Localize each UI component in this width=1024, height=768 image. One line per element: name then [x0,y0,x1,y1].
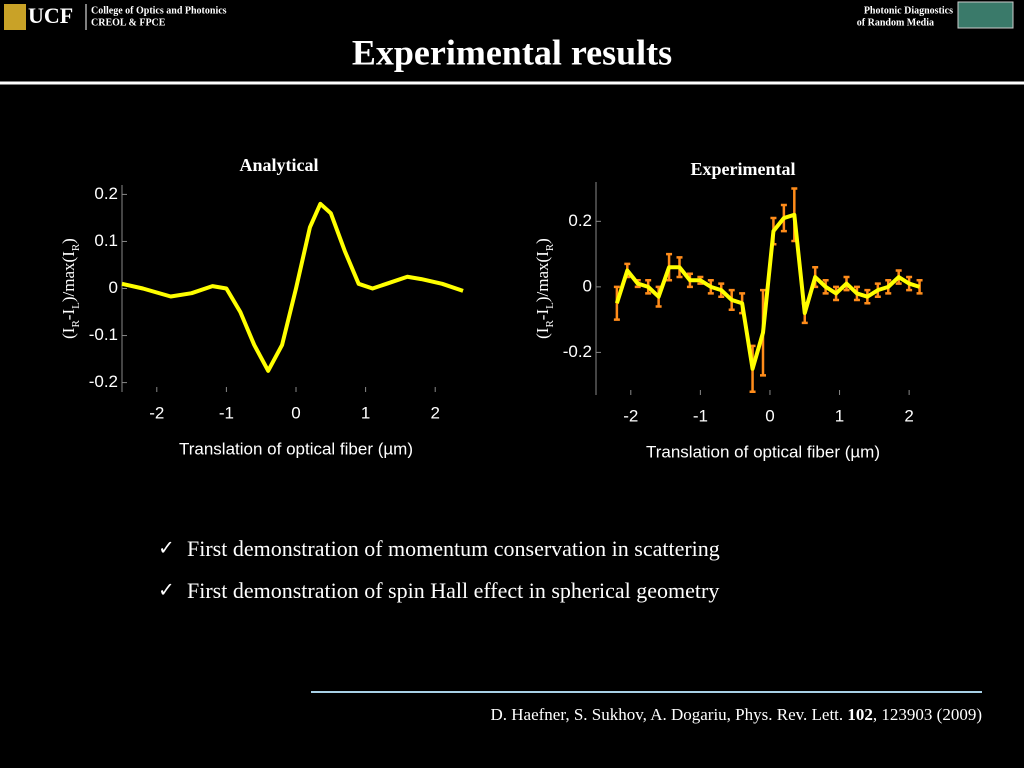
y-tick-label: 0.2 [94,184,118,203]
x-axis-label: Translation of optical fiber (µm) [646,442,880,461]
y-tick-label: 0 [583,276,592,295]
citation-volume: 102 [847,705,873,724]
citation-authors: D. Haefner, S. Sukhov, A. Dogariu, Phys.… [491,705,848,724]
y-label-part: )/max(I [533,251,552,302]
data-line [614,212,921,371]
error-bar [916,279,923,295]
slide-title: Experimental results [352,32,672,72]
y-tick-label: 0.1 [94,231,118,250]
y-tick-label: -0.1 [89,325,118,344]
data-line [121,201,464,373]
chart-title: Analytical [240,155,319,175]
y-label-part: ) [533,238,552,244]
y-label-part: R [70,320,82,328]
header-right: of Random Media [857,17,934,28]
citation: D. Haefner, S. Sukhov, A. Dogariu, Phys.… [491,705,983,724]
logo-mark [4,4,26,30]
y-axis-label: (IR-IL)/max(IR) [59,238,82,339]
y-label-part: R [70,243,82,251]
x-tick-label: 1 [361,403,370,422]
y-label-part: ) [59,238,78,244]
y-label-part: -I [533,309,552,321]
college: College of Optics and Photonics [91,5,227,16]
chart-title: Experimental [691,159,796,179]
logo-text: UCF [28,3,73,28]
x-tick-label: 2 [430,403,439,422]
y-label-part: R [544,243,556,251]
x-tick-label: 0 [765,406,774,425]
x-tick-label: 1 [835,406,844,425]
y-tick-label: -0.2 [89,372,118,391]
y-label-part: R [544,320,556,328]
bullet: First demonstration of momentum conserva… [187,536,720,561]
y-axis-label: (IR-IL)/max(IR) [533,238,556,339]
header-right: Photonic Diagnostics [864,5,953,16]
citation-rest: , 123903 (2009) [873,705,982,724]
dept: CREOL & FPCE [91,17,166,28]
y-label-part: )/max(I [59,251,78,302]
y-label-part: L [70,302,82,309]
check-icon: ✓ [158,580,175,602]
x-tick-label: -2 [623,406,638,425]
bullet: First demonstration of spin Hall effect … [187,578,719,603]
y-tick-label: -0.2 [563,342,592,361]
y-tick-label: 0.2 [568,211,592,230]
y-label-part: L [544,302,556,309]
header-icon [957,1,1014,29]
y-tick-label: 0 [109,278,118,297]
y-label-part: -I [59,309,78,321]
y-label-part: (I [59,327,78,339]
x-tick-label: 2 [904,406,913,425]
x-tick-label: -1 [693,406,708,425]
check-icon: ✓ [158,538,175,560]
y-label-part: (I [533,327,552,339]
x-tick-label: 0 [291,403,300,422]
x-tick-label: -1 [219,403,234,422]
error-bar [613,285,620,321]
x-tick-label: -2 [149,403,164,422]
x-axis-label: Translation of optical fiber (µm) [179,439,413,458]
